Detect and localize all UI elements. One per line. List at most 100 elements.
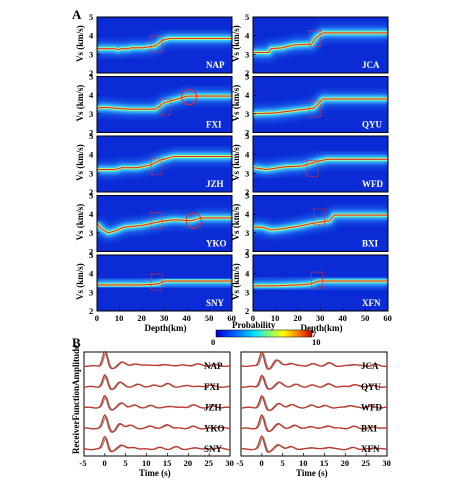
- rf-trace-jzh: JZH: [83, 394, 231, 413]
- x-tick-label: 25: [205, 458, 214, 468]
- moho-box-marker: [159, 98, 172, 116]
- station-panel-bxi: BXI 2 3 4 5 Vs (km/s): [231, 191, 389, 257]
- x-tick-label: 30: [316, 313, 325, 323]
- y-axis-label: Vs (km/s): [75, 25, 85, 62]
- colorbar: 0 10 7 Probability: [211, 320, 321, 347]
- x-tick-label: 0: [103, 458, 107, 468]
- x-axis-label: Depth(km): [301, 323, 343, 333]
- x-tick-label: 20: [341, 458, 350, 468]
- rf-synthetic-line: [83, 373, 230, 391]
- y-tick-label: 5: [89, 250, 93, 260]
- anomaly-circle-marker: [181, 89, 198, 106]
- panel-frame: [252, 76, 389, 133]
- station-panel-yko: YKO 2 3 4 5 Vs (km/s): [75, 191, 233, 257]
- panel-frame: [96, 135, 233, 193]
- x-tick-label: 25: [362, 458, 371, 468]
- station-label: WFD: [362, 179, 383, 189]
- rf-synthetic-line: [84, 350, 231, 370]
- y-tick-label: 5: [245, 250, 249, 260]
- station-panel-qyu: QYU 2 3 4 5 Vs (km/s): [231, 72, 389, 138]
- best-fit-model-line: [97, 95, 232, 110]
- x-tick-label: 20: [293, 313, 302, 323]
- rf-synthetic-line: [241, 394, 387, 412]
- y-axis-label: Vs (km/s): [231, 144, 241, 181]
- station-panel-sny: SNY 2 3 4 5 Vs (km/s) 0 10 20 30 40 50 60 Depth(km): [75, 250, 236, 333]
- y-axis-label: Vs (km/s): [75, 263, 85, 300]
- panel-frame: [252, 195, 389, 252]
- panel-content: [253, 90, 388, 122]
- station-panel-wfd: WFD 2 3 4 5 Vs (km/s): [231, 131, 389, 197]
- y-axis-label: Vs (km/s): [231, 263, 241, 300]
- rf-station-label: QYU: [361, 382, 382, 392]
- x-tick-label: -5: [236, 458, 243, 468]
- y-axis-label: Vs (km/s): [231, 25, 241, 62]
- rf-station-label: JCA: [361, 361, 379, 371]
- y-tick-label: 5: [245, 72, 249, 82]
- station-panel-fxi: FXI 2 3 4 5 Vs (km/s): [75, 72, 233, 138]
- station-label: BXI: [362, 239, 379, 249]
- x-axis-label: Time (s): [296, 468, 328, 478]
- y-tick-label: 2: [89, 187, 93, 197]
- x-tick-label: 20: [137, 313, 146, 323]
- panel-content: [253, 207, 388, 239]
- x-tick-label: 10: [142, 458, 151, 468]
- x-tick-label: 30: [382, 458, 391, 468]
- y-tick-label: 2: [245, 187, 249, 197]
- moho-box-marker: [306, 160, 319, 178]
- station-label: NAP: [206, 60, 225, 70]
- panel-content: [97, 273, 232, 293]
- y-tick-label: 4: [89, 209, 94, 219]
- panel-content: [97, 88, 232, 118]
- y-tick-label: 5: [89, 131, 93, 141]
- rf-trace-xfn: XFN: [240, 434, 388, 454]
- colorbar-title: Probability: [232, 320, 276, 330]
- y-axis-label: Vs (km/s): [75, 85, 85, 122]
- rf-trace-yko: YKO: [83, 413, 231, 434]
- rf-synthetic-line: [83, 394, 231, 411]
- y-tick-label: 3: [89, 228, 93, 238]
- x-axis-label: Time (s): [139, 468, 171, 478]
- receiver-function-panel: -5 0 5 10 15 20 25 30 Time (s) -5 0 5 10 15 20 25 30 Time…: [71, 345, 391, 478]
- best-fit-model-line: [253, 158, 388, 171]
- y-axis-label: ReceiverFunctionAmplitude: [71, 345, 81, 454]
- x-tick-label: 5: [280, 458, 284, 468]
- x-tick-label: 0: [251, 313, 255, 323]
- rf-station-label: JZH: [204, 403, 222, 413]
- x-tick-label: 5: [123, 458, 127, 468]
- rf-station-label: YKO: [204, 423, 225, 433]
- moho-box-marker: [311, 271, 323, 289]
- station-label: XFN: [362, 298, 381, 308]
- y-tick-label: 3: [245, 287, 249, 297]
- panel-frame: [96, 195, 233, 252]
- rf-trace-bxi: BXI: [240, 413, 388, 433]
- rf-trace-nap: NAP: [84, 350, 231, 371]
- moho-box-marker: [150, 273, 163, 291]
- x-tick-label: 15: [163, 458, 172, 468]
- y-tick-label: 4: [245, 209, 250, 219]
- y-tick-label: 2: [89, 68, 93, 78]
- rf-synthetic-line: [240, 434, 388, 453]
- rf-synthetic-line: [84, 435, 230, 453]
- y-tick-label: 3: [245, 168, 249, 178]
- station-panel-nap: NAP 2 3 4 5 Vs (km/s): [75, 12, 233, 78]
- panel-content: [253, 273, 388, 294]
- x-tick-label: 60: [383, 313, 392, 323]
- x-tick-label: 0: [260, 458, 264, 468]
- y-tick-label: 3: [245, 109, 249, 119]
- colorbar-note: 7: [312, 329, 317, 339]
- rf-trace-wfd: WFD: [241, 394, 387, 413]
- rf-synthetic-line: [240, 351, 388, 371]
- station-label: JZH: [206, 179, 224, 189]
- x-tick-label: 10: [299, 458, 308, 468]
- panel-frame: [96, 16, 233, 74]
- x-tick-label: 15: [320, 458, 329, 468]
- panel-label-b: B: [72, 335, 81, 350]
- y-tick-label: 2: [245, 247, 249, 257]
- colorbar-gradient: [215, 329, 313, 338]
- y-tick-label: 2: [245, 306, 249, 316]
- moho-box-marker: [308, 29, 321, 47]
- rf-synthetic-line: [83, 413, 231, 434]
- best-fit-model-line: [97, 217, 232, 234]
- y-tick-label: 5: [89, 12, 93, 22]
